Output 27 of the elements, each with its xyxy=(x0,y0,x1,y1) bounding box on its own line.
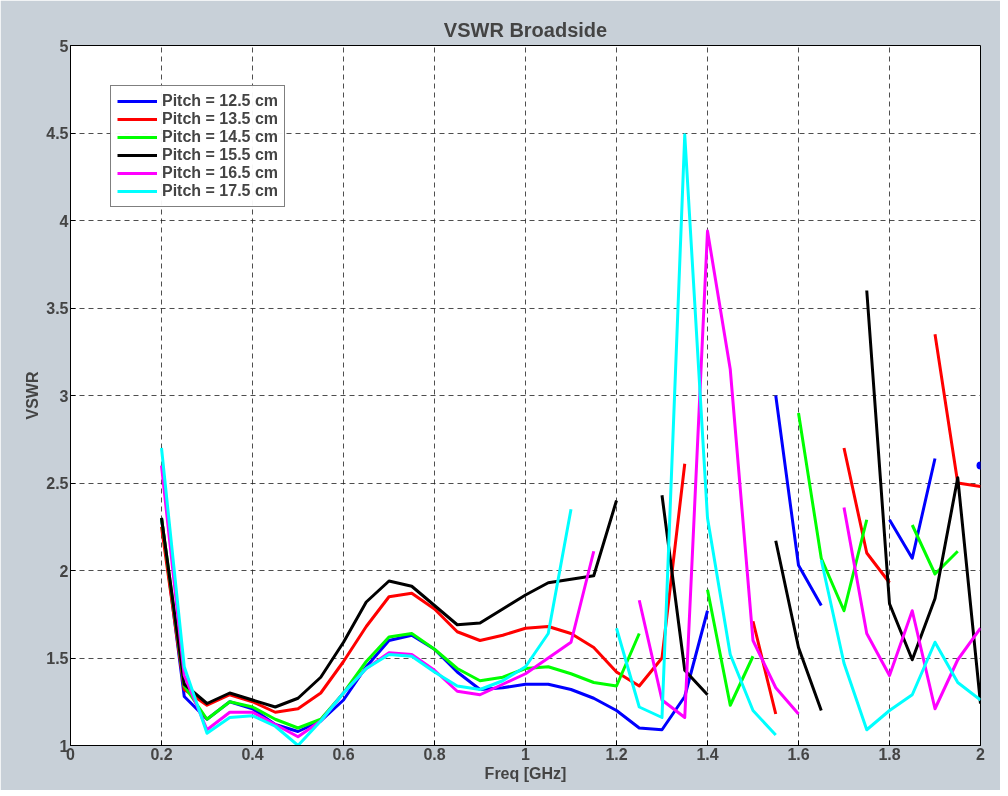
y-axis-title: VSWR xyxy=(24,371,42,420)
x-tick-label: 0.6 xyxy=(332,745,355,763)
y-tick-label: 2.5 xyxy=(46,475,69,492)
x-tick-label: 0.8 xyxy=(423,745,446,763)
chart-title: VSWR Broadside xyxy=(443,18,608,41)
x-tick-label: 2 xyxy=(976,745,986,763)
y-tick-label: 3 xyxy=(59,387,69,405)
x-axis-title: Freq [GHz] xyxy=(484,764,567,782)
legend-label: Pitch = 14.5 cm xyxy=(162,128,279,146)
x-tick-label: 1.4 xyxy=(696,745,719,763)
legend-label: Pitch = 16.5 cm xyxy=(162,164,279,182)
x-tick-label: 1.2 xyxy=(605,745,628,763)
y-tick-label: 3.5 xyxy=(46,300,69,317)
legend-label: Pitch = 13.5 cm xyxy=(162,110,279,128)
x-tick-label: 1.8 xyxy=(878,745,901,763)
x-tick-label: 1.6 xyxy=(787,745,810,763)
y-tick-label: 4.5 xyxy=(46,125,69,142)
legend-label: Pitch = 17.5 cm xyxy=(162,182,279,200)
x-tick-label: 1 xyxy=(521,745,531,763)
y-tick-label: 1.5 xyxy=(46,650,69,667)
x-tick-label: 0.2 xyxy=(150,745,173,763)
legend-label: Pitch = 12.5 cm xyxy=(162,92,279,110)
y-tick-label: 5 xyxy=(59,37,69,55)
x-tick-label: 0.4 xyxy=(241,745,264,763)
legend-label: Pitch = 15.5 cm xyxy=(162,146,279,164)
y-tick-label: 4 xyxy=(59,212,69,230)
y-tick-label: 2 xyxy=(59,562,69,580)
